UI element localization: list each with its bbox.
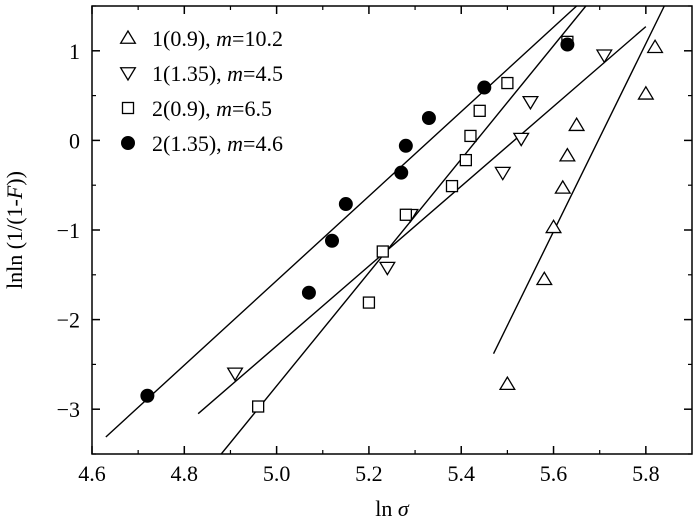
data-point-series-1 (554, 179, 572, 194)
x-tick-label: 5.8 (632, 461, 660, 486)
data-point-series-1 (568, 116, 586, 132)
data-point-series-4 (301, 285, 316, 300)
data-point-series-1 (558, 147, 576, 162)
data-point-series-4 (421, 111, 436, 125)
x-tick-label: 4.8 (171, 461, 199, 486)
y-tick-label: 1 (69, 39, 80, 64)
x-tick-label: 5.6 (540, 461, 568, 486)
data-point-series-4 (398, 138, 413, 153)
y-tick-label: −1 (57, 218, 80, 243)
data-point-series-1 (637, 85, 655, 100)
x-tick-label: 4.6 (78, 461, 106, 486)
legend-label-series-3: 2(0.9), m=6.5 (152, 96, 272, 121)
x-tick-label: 5.2 (355, 461, 383, 486)
data-point-series-1 (535, 271, 553, 286)
x-axis-label: ln σ (375, 496, 410, 521)
fit-line-series-4 (105, 6, 578, 438)
data-point-series-3 (376, 245, 389, 258)
data-point-series-2 (521, 95, 539, 111)
fit-lines (105, 6, 665, 454)
data-point-series-4 (394, 165, 409, 180)
legend-marker-series-1 (119, 29, 137, 44)
axis-ticks: 4.6 4.8 5.0 5.2 5.4 5.6 5.8 1 0 −1 −2 −3 (57, 5, 692, 486)
y-axis-label: lnln (1/(1-F)) (2, 171, 27, 289)
legend-marker-series-3 (121, 101, 135, 115)
data-point-series-1 (545, 219, 563, 234)
data-point-series-2 (512, 132, 530, 147)
data-point-series-4 (325, 233, 339, 248)
data-point-series-3 (473, 104, 486, 117)
data-point-series-3 (464, 129, 477, 143)
fit-line-series-2 (197, 26, 647, 415)
data-point-series-3 (445, 179, 459, 193)
data-point-series-1 (498, 375, 516, 391)
data-point-series-2 (595, 49, 613, 64)
legend-marker-series-2 (119, 67, 137, 82)
legend-marker-series-4 (121, 136, 135, 150)
y-tick-label: −3 (57, 397, 80, 422)
data-markers (140, 35, 664, 413)
legend-label-series-2: 1(1.35), m=4.5 (152, 61, 283, 86)
data-point-series-4 (140, 388, 155, 403)
data-point-series-3 (459, 153, 472, 167)
data-point-series-4 (560, 37, 575, 52)
data-point-series-3 (252, 400, 265, 413)
legend-label-series-1: 1(0.9), m=10.2 (152, 26, 283, 51)
data-point-series-4 (338, 197, 353, 212)
fit-line-series-1 (492, 6, 665, 354)
data-point-series-3 (399, 208, 412, 221)
y-tick-label: −2 (57, 308, 80, 333)
data-point-series-4 (477, 80, 492, 95)
y-tick-label: 0 (69, 128, 80, 153)
legend-label-series-4: 2(1.35), m=4.6 (152, 131, 283, 156)
data-point-series-3 (501, 76, 514, 90)
x-tick-label: 5.0 (263, 461, 291, 486)
x-tick-label: 5.4 (447, 461, 475, 486)
legend: 1(0.9), m=10.2 1(1.35), m=4.5 2(0.9), m=6.… (119, 26, 283, 156)
data-point-series-1 (646, 38, 664, 54)
data-point-series-2 (494, 166, 512, 181)
data-point-series-2 (378, 261, 396, 276)
fit-line-series-3 (220, 6, 587, 454)
data-point-series-3 (362, 296, 376, 309)
data-point-series-2 (226, 367, 244, 382)
